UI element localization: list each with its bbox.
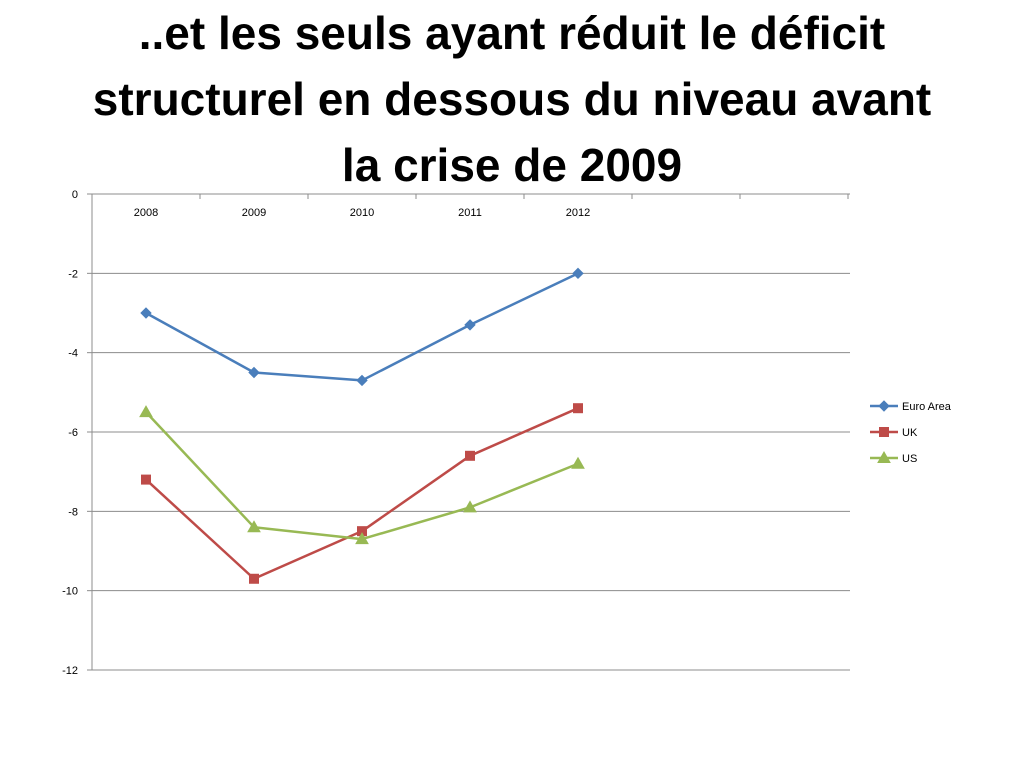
x-tick-label: 2009 bbox=[242, 207, 266, 219]
x-tick-label: 2010 bbox=[350, 207, 374, 219]
series-line-uk bbox=[145, 407, 579, 581]
legend-marker-us bbox=[877, 450, 891, 463]
legend-marker-euro-area bbox=[878, 400, 890, 412]
title-line-3: la crise de 2009 bbox=[341, 139, 683, 191]
x-tick-label: 2012 bbox=[566, 207, 590, 219]
legend-label-uk: UK bbox=[902, 427, 918, 439]
y-tick-label: -6 bbox=[68, 427, 78, 439]
axes: 0 -2 -4 -6 -8 -10 -12 2008 2009 2010 2011 2012 bbox=[62, 189, 850, 677]
slide-title: ..et les seuls ayant réduit le déficit s… bbox=[0, 0, 1024, 198]
gridlines bbox=[92, 272, 850, 671]
y-tick-label: -8 bbox=[68, 506, 78, 518]
data-point-euro-area bbox=[248, 366, 260, 379]
legend-marker-uk bbox=[879, 427, 889, 437]
legend-label-euro-area: Euro Area bbox=[902, 401, 952, 413]
data-point-uk bbox=[141, 474, 151, 485]
y-tick-label: -2 bbox=[68, 268, 78, 280]
data-point-us bbox=[463, 500, 477, 513]
y-tick-label: -10 bbox=[62, 586, 78, 598]
x-tick-label: 2011 bbox=[458, 207, 482, 219]
data-point-euro-area bbox=[572, 267, 584, 280]
series-lines bbox=[139, 267, 585, 584]
series-line-euro-area bbox=[145, 272, 579, 382]
data-point-euro-area bbox=[140, 307, 152, 319]
data-point-us bbox=[571, 456, 585, 469]
data-point-euro-area bbox=[464, 319, 476, 331]
data-point-us bbox=[247, 520, 261, 533]
title-line-2: structurel en dessous du niveau avant bbox=[92, 73, 932, 125]
data-point-uk bbox=[465, 450, 475, 461]
series-line-us bbox=[145, 411, 579, 541]
data-point-euro-area bbox=[356, 374, 368, 387]
y-tick-label: -4 bbox=[68, 348, 78, 360]
legend-label-us: US bbox=[902, 453, 917, 465]
legend: Euro Area UK US bbox=[870, 400, 952, 465]
x-tick-label: 2008 bbox=[134, 207, 158, 219]
y-tick-label: 0 bbox=[72, 189, 78, 201]
y-tick-label: -12 bbox=[62, 665, 78, 677]
data-point-uk bbox=[249, 573, 259, 584]
title-line-1: ..et les seuls ayant réduit le déficit bbox=[138, 7, 886, 59]
data-point-uk bbox=[573, 403, 583, 414]
data-point-us bbox=[139, 405, 153, 418]
data-point-us bbox=[355, 532, 369, 545]
